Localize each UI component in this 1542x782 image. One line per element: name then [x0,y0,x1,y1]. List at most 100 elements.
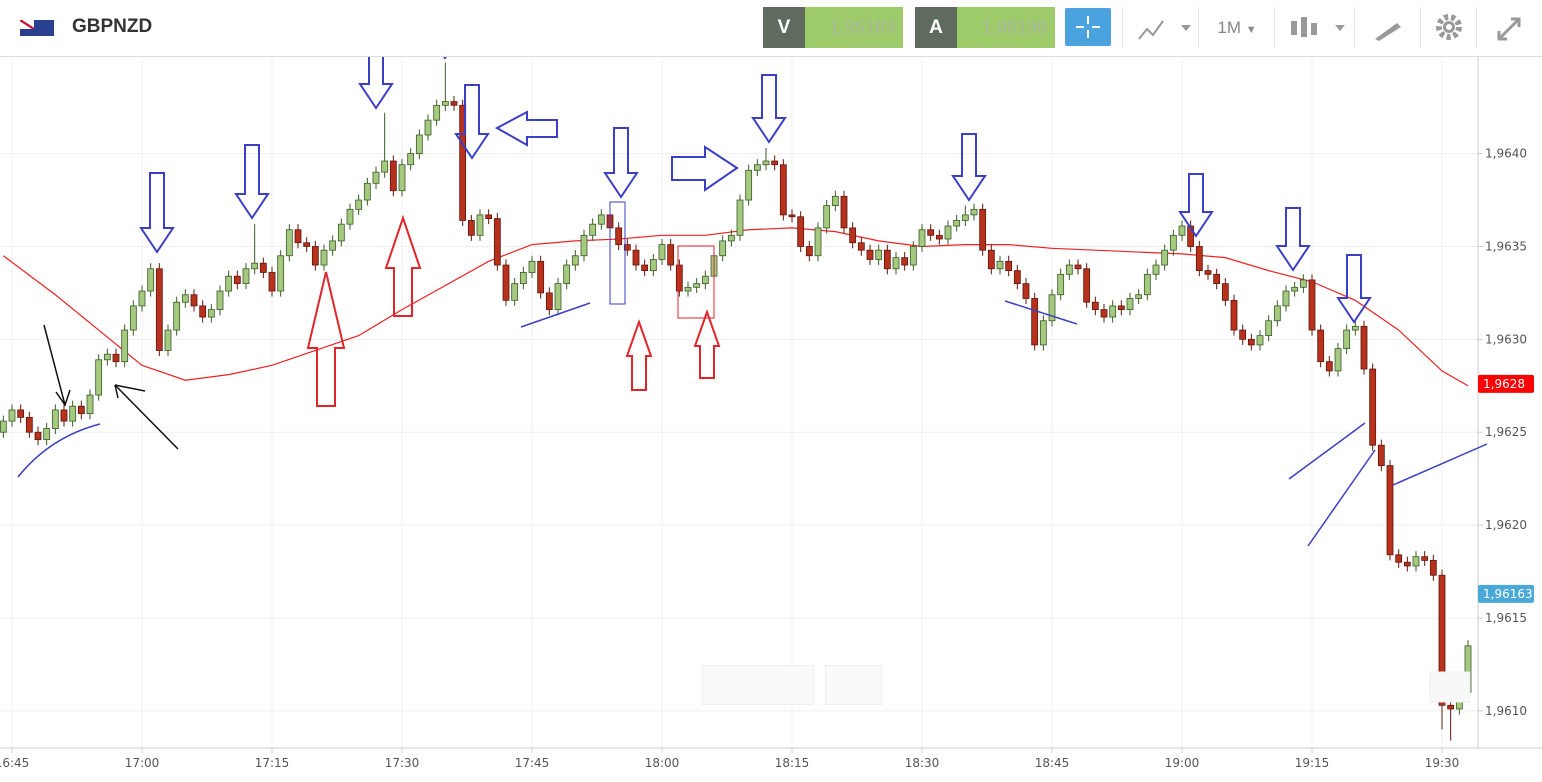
candle-body [779,164,787,216]
annotation-arrow [306,271,346,407]
candle-body [1386,465,1394,556]
candle-body [563,264,571,285]
x-tick-label: 17:00 [125,756,160,770]
candle-body [381,160,389,173]
expand-icon [1497,17,1521,41]
candle-body [641,264,649,272]
candle-body [268,272,276,292]
candle-body [615,227,623,246]
draw-tool[interactable] [1354,7,1421,48]
candle-body [242,268,250,285]
candle-body [814,227,822,257]
sell-button[interactable]: V 1,96163 [763,7,903,48]
annotation-arrow [1178,173,1214,238]
annotation-arrow [1336,254,1372,324]
reset-button[interactable] [825,665,882,705]
candle-body [433,104,441,121]
candle-body [1187,225,1195,247]
highlight-box [609,201,626,305]
candle-body [571,255,579,266]
timeframe-menu[interactable]: 1M ▼ [1198,7,1275,48]
candle-body [1065,264,1073,275]
candle-body [1282,290,1290,307]
fullscreen[interactable] [1476,7,1542,48]
chart-type-menu[interactable] [1122,7,1199,48]
settings[interactable] [1420,7,1477,48]
annotation-line [55,384,119,407]
overlay-box [1429,671,1471,703]
y-tick-label: 1,9630 [1485,332,1527,346]
candle-body [875,249,883,260]
candle-body [147,268,155,292]
candle-body [1317,329,1325,363]
candle-body [554,283,562,311]
candle-body [1334,348,1342,372]
candle-body [1369,368,1377,446]
candle-body [407,153,415,166]
candle-menu[interactable] [1274,7,1355,48]
candle-body [311,246,319,266]
candle-body [450,101,458,106]
candle-body [589,223,597,236]
x-tick-label: 18:45 [1035,756,1070,770]
candle-body [823,205,831,229]
candle-body [840,195,848,229]
trend-line [1392,443,1488,486]
candle-body [1265,320,1273,337]
candle-body [485,214,493,220]
y-tick-label: 1,9640 [1485,147,1527,161]
candle-body [1256,335,1264,346]
candle-body [727,234,735,242]
candle-body [1083,268,1091,303]
candle-body [1057,273,1065,296]
candle-body [1273,305,1281,322]
candle-body [1291,286,1299,292]
candle-body [788,214,796,218]
symbol[interactable]: GBPNZD [72,16,153,37]
annotation-arrow [751,74,787,144]
candle-body [1005,260,1013,272]
candle-body [537,260,545,294]
candle-body [528,260,536,273]
sell-label: V [763,7,805,48]
annotation-arrow [951,133,987,202]
candle-body [719,240,727,257]
candle-body [1109,305,1117,318]
candle-body [1100,309,1108,318]
price-badge-label: 1,9628 [1483,377,1525,391]
candle-body [1213,273,1221,285]
zoom-buttons[interactable] [702,665,814,705]
candle-body [1447,704,1455,710]
timeframe: 1M [1217,18,1241,37]
caret: ▼ [1245,24,1257,36]
candle-body [60,409,68,422]
candle-body [667,244,675,266]
candle-body [233,275,241,285]
candle-body [259,262,267,273]
candle-body [693,283,701,288]
candle-body [701,275,709,285]
candle-body [1126,298,1134,311]
candle-body [1135,294,1143,299]
candle-body [1013,270,1021,285]
candle-body [129,305,137,331]
candle-body [190,294,198,307]
candle-body [1395,554,1403,563]
candle-body [918,229,926,247]
price-badge [1478,374,1534,393]
candle-body [1074,264,1082,270]
x-tick-label: 17:30 [385,756,420,770]
crosshair-button[interactable] [1065,8,1111,46]
candle-body [1178,225,1186,236]
candle-body [771,160,779,166]
candle-body [303,242,311,247]
candle-body [363,182,371,201]
candle-icon [1291,17,1345,37]
candle-body [857,242,865,251]
candle-body [459,104,467,221]
annotation-arrow [671,145,739,192]
buy-button[interactable]: A 1,96196 [915,7,1055,48]
candle-body [25,416,33,433]
candle-body [95,359,103,396]
